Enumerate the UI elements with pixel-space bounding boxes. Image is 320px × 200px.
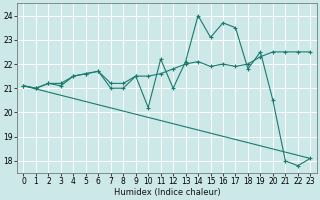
X-axis label: Humidex (Indice chaleur): Humidex (Indice chaleur) [114, 188, 220, 197]
